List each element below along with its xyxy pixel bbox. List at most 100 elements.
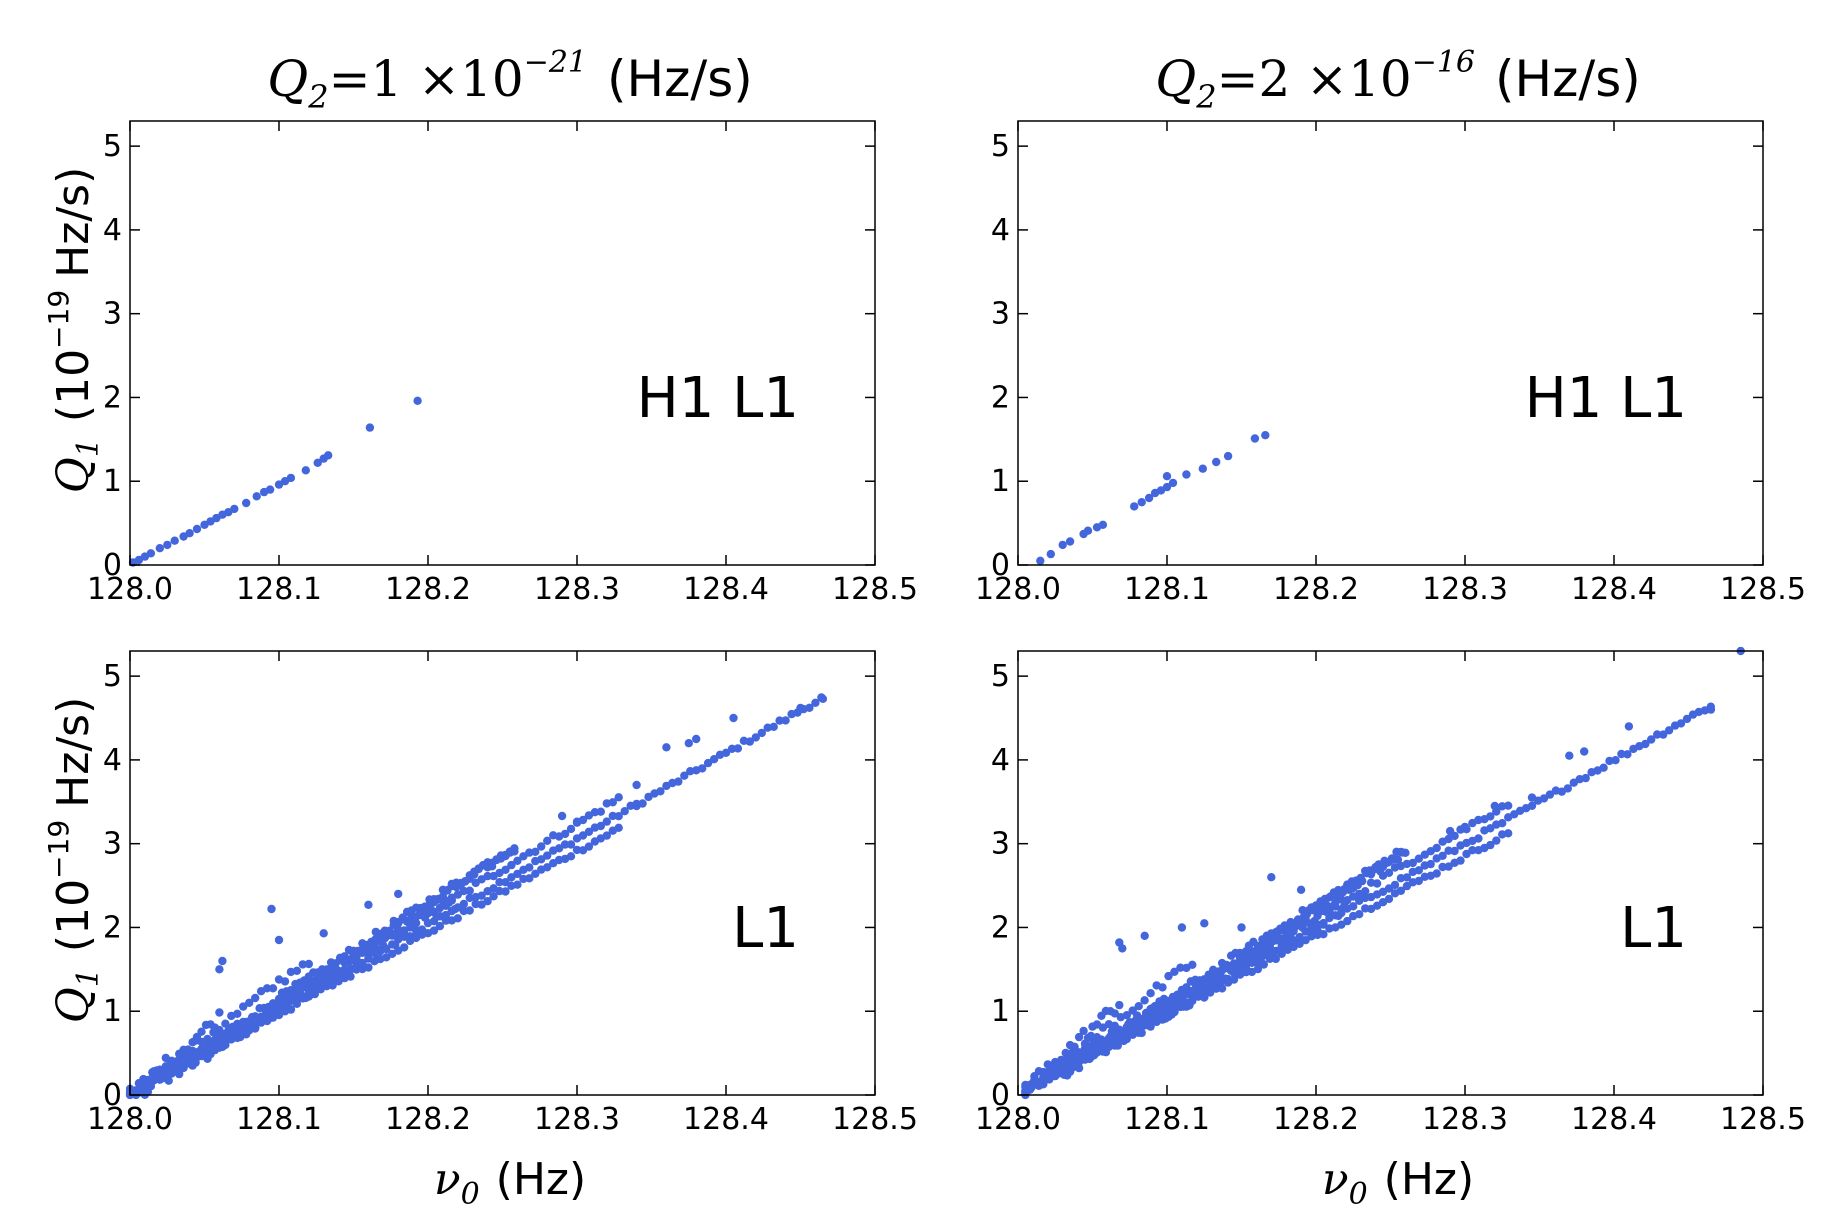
- y-tick-label: 2: [991, 380, 1010, 415]
- scatter-point: [215, 965, 224, 974]
- scatter-point: [614, 823, 623, 832]
- scatter-point: [1170, 1007, 1179, 1017]
- scatter-point: [1580, 747, 1589, 756]
- scatter-point: [510, 847, 519, 856]
- ylabel-units: Hz/s): [48, 697, 99, 808]
- scatter-point: [1143, 1020, 1152, 1030]
- scatter-point: [1188, 960, 1197, 969]
- scatter-point: [811, 698, 820, 707]
- scatter-point: [1340, 901, 1349, 910]
- scatter-point: [394, 889, 403, 899]
- scatter-point: [1131, 1016, 1140, 1025]
- scatter-point: [155, 544, 164, 553]
- scatter-point: [543, 863, 552, 872]
- scatter-point: [1083, 526, 1093, 535]
- y-tick-label: 2: [103, 910, 122, 945]
- scatter-point: [291, 993, 300, 1002]
- scatter-point: [1113, 1041, 1123, 1050]
- scatter-point: [465, 886, 474, 895]
- scatter-point: [1162, 472, 1172, 481]
- scatter-point: [680, 771, 689, 780]
- scatter-point: [525, 874, 534, 883]
- scatter-point: [1310, 916, 1319, 926]
- scatter-point: [1265, 941, 1275, 951]
- scatter-point: [1144, 493, 1154, 503]
- scatter-points: [128, 396, 422, 567]
- scatter-point: [292, 966, 302, 975]
- scatter-point: [298, 960, 307, 969]
- scatter-point: [1298, 923, 1307, 932]
- scatter-point: [230, 504, 239, 514]
- scatter-point: [1361, 887, 1370, 896]
- scatter-point: [1331, 898, 1340, 907]
- scatter-point: [170, 536, 179, 545]
- scatter-point: [513, 856, 522, 865]
- y-axis-label-bottom: Q1 (10−19 Hz/s): [42, 697, 106, 1024]
- scatter-point: [614, 812, 623, 821]
- scatter-point: [1134, 1002, 1143, 1011]
- scatter-point: [188, 1051, 197, 1061]
- scatter-point: [692, 734, 701, 744]
- scatter-point: [245, 998, 254, 1007]
- column-title-left: Q2=1 ×10−21 (Hz/s): [267, 45, 753, 116]
- y-tick-label: 3: [103, 827, 122, 862]
- scatter-point: [364, 900, 373, 909]
- scatter-point: [781, 716, 790, 725]
- scatter-point: [251, 1024, 260, 1033]
- scatter-point: [1384, 894, 1394, 904]
- ylabel-exp: −19: [42, 290, 75, 349]
- scatter-point: [251, 993, 260, 1003]
- scatter-point: [286, 473, 296, 483]
- scatter-point: [733, 744, 743, 753]
- scatter-point: [1045, 1074, 1054, 1084]
- title-symbol: Q: [267, 50, 308, 108]
- scatter-point: [408, 915, 418, 924]
- scatter-point: [1390, 880, 1400, 890]
- scatter-point: [400, 929, 409, 938]
- scatter-point: [461, 877, 470, 886]
- scatter-point: [620, 807, 629, 816]
- xlabel-symbol: ν: [1322, 1154, 1349, 1205]
- scatter-point: [1128, 1006, 1137, 1015]
- scatter-point: [221, 1033, 230, 1042]
- scatter-point: [572, 818, 582, 827]
- axes-frame: [1017, 650, 1764, 1096]
- scatter-point: [703, 758, 713, 768]
- scatter-point: [525, 863, 534, 872]
- scatter-point: [513, 869, 522, 879]
- title-exp: −21: [524, 45, 587, 80]
- x-tick-label: 128.2: [1273, 572, 1359, 607]
- scatter-point: [324, 451, 333, 460]
- x-tick-label: 128.2: [385, 1102, 471, 1137]
- scatter-point: [1504, 829, 1513, 838]
- panel-top-left: 128.0 128.1 128.2 128.3 128.4 128.5 0 1 2 3 4 5 H1 L…: [87, 120, 918, 607]
- scatter-point: [417, 926, 427, 935]
- x-tick-label: 128.3: [534, 572, 620, 607]
- scatter-point: [413, 396, 422, 405]
- axes-frame: [129, 120, 876, 566]
- scatter-point: [489, 892, 498, 901]
- scatter-point: [268, 999, 278, 1008]
- scatter-point: [531, 869, 540, 878]
- scatter-point: [218, 956, 227, 966]
- scatter-point: [313, 972, 322, 981]
- scatter-point: [304, 959, 313, 969]
- x-tick-label: 128.5: [832, 572, 918, 607]
- scatter-point: [483, 871, 492, 881]
- scatter-point: [1682, 714, 1692, 724]
- scatter-point: [751, 733, 760, 742]
- scatter-point: [391, 940, 400, 950]
- scatter-point: [1676, 719, 1686, 728]
- y-tick-label: 3: [991, 827, 1010, 862]
- scatter-point: [1295, 937, 1304, 946]
- scatter-point: [1057, 1057, 1066, 1066]
- y-tick-label: 0: [991, 1078, 1010, 1113]
- ylabel-sub: 1: [71, 438, 106, 457]
- scatter-point: [1319, 930, 1328, 939]
- scatter-point: [192, 524, 202, 534]
- scatter-point: [1140, 996, 1149, 1005]
- x-tick-label: 128.1: [1124, 572, 1210, 607]
- y-tick-label: 5: [103, 129, 122, 164]
- scatter-point: [1065, 537, 1075, 546]
- scatter-point: [1110, 1009, 1120, 1018]
